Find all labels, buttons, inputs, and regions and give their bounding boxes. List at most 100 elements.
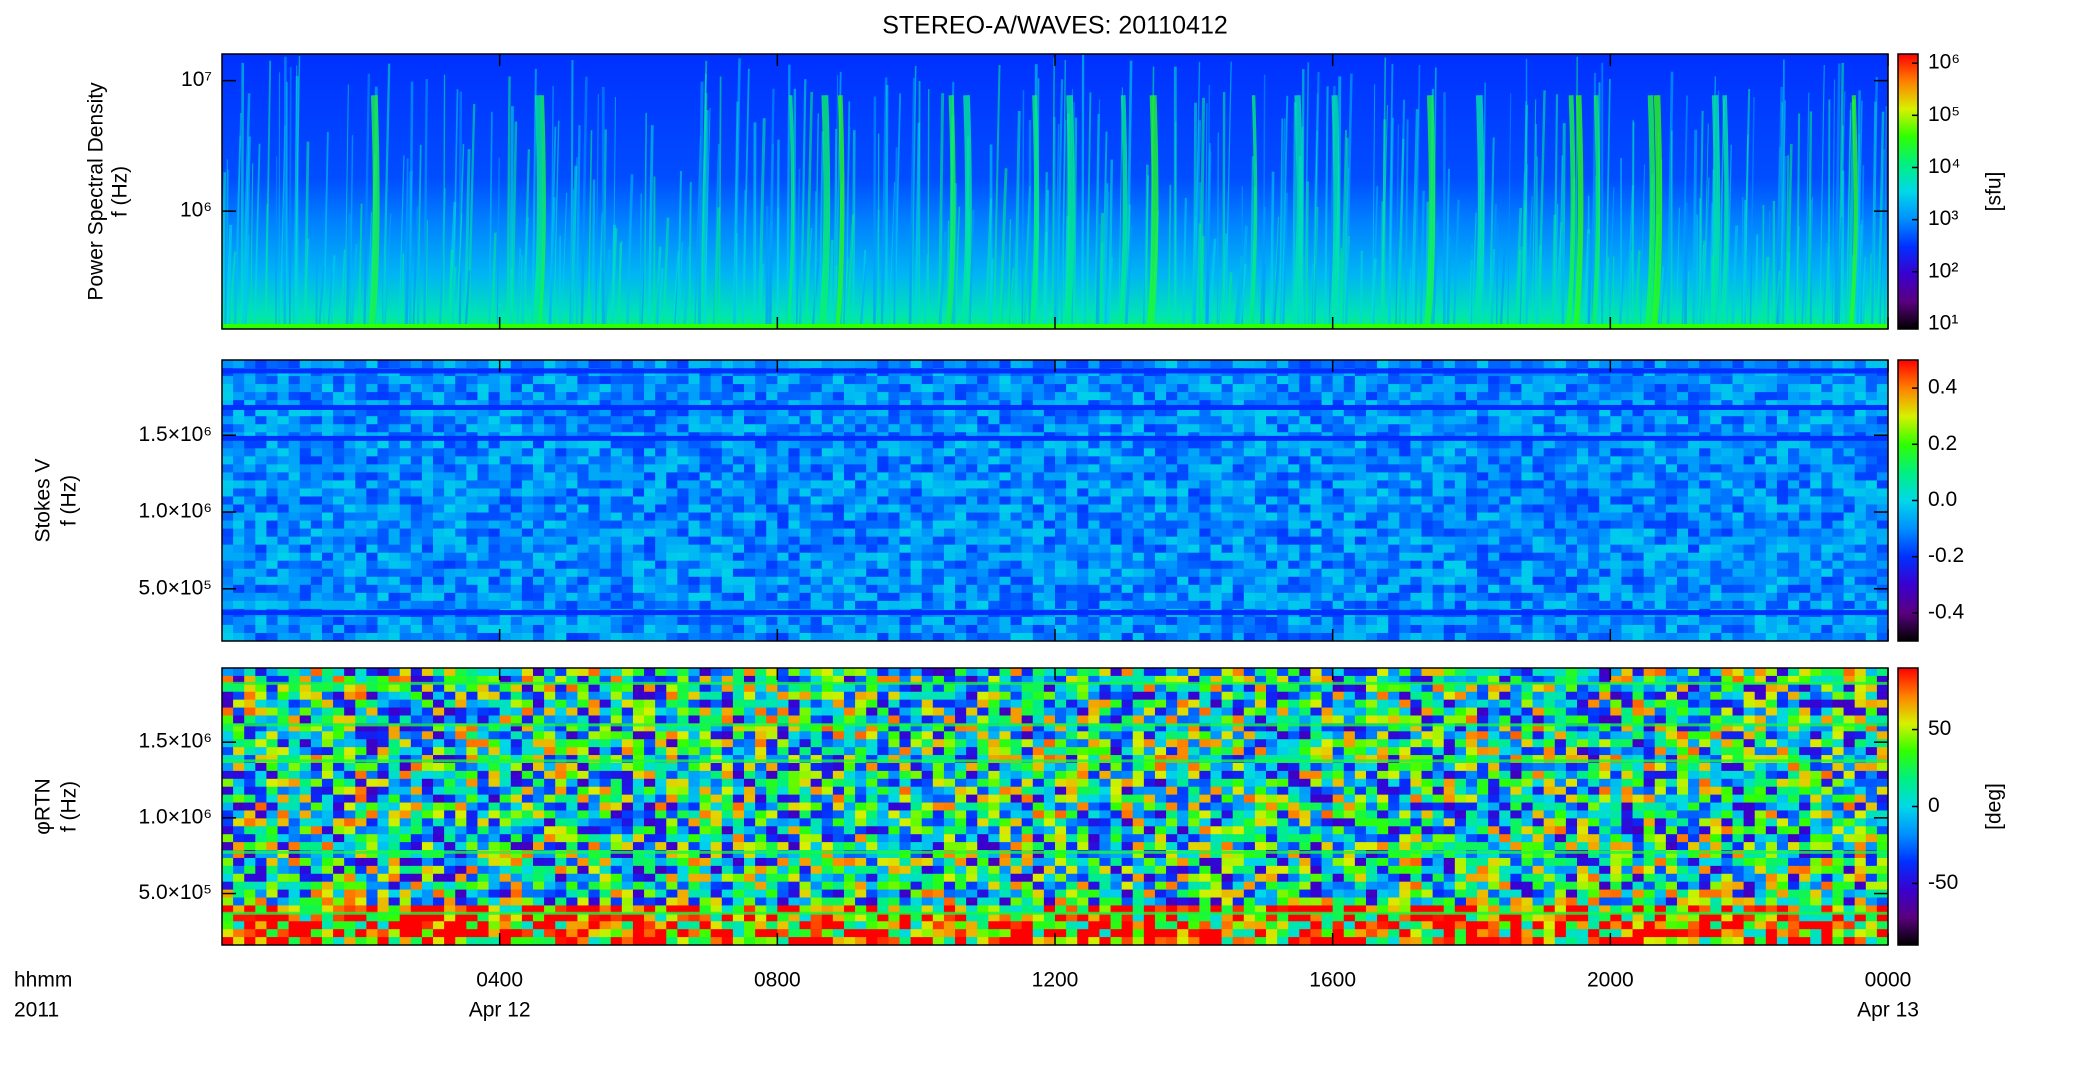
spectrogram-texture (1195, 223, 1202, 330)
spectrogram-texture (1143, 392, 1156, 401)
spectrogram-texture (1282, 192, 1288, 330)
spectrogram-texture (1697, 244, 1705, 330)
spectrogram-texture (843, 440, 856, 449)
spectrogram-texture (577, 560, 590, 570)
spectrogram-texture (1410, 536, 1423, 546)
spectrogram-texture (1154, 624, 1167, 634)
spectrogram-texture (477, 552, 490, 562)
spectrogram-texture (1488, 552, 1500, 562)
spectrogram-texture (222, 472, 234, 481)
spectrogram-texture (1610, 480, 1622, 489)
spectrogram-texture (310, 376, 323, 385)
spectrogram-texture (1043, 480, 1056, 489)
spectrogram-texture (222, 616, 234, 626)
spectrogram-texture (732, 600, 745, 610)
spectrogram-texture (955, 400, 967, 409)
spectrogram-texture (632, 376, 645, 385)
spectrogram-texture (510, 440, 523, 449)
spectrogram-texture (755, 568, 767, 578)
spectrogram-texture (1510, 424, 1522, 433)
spectrogram-texture (599, 408, 612, 417)
spectrogram-texture (1299, 544, 1311, 554)
spectrogram-texture (1521, 472, 1534, 481)
spectrogram-texture (655, 440, 667, 449)
spectrogram-texture (1410, 376, 1423, 385)
spectrogram-texture (788, 512, 801, 522)
spectrogram-texture (644, 360, 656, 369)
spectrogram-texture (977, 488, 989, 497)
spectrogram-texture (299, 552, 312, 562)
spectrogram-texture (1210, 592, 1223, 602)
spectrogram-texture (1543, 392, 1556, 401)
spectrogram-texture (555, 384, 567, 393)
spectrogram-texture (499, 584, 512, 594)
spectrogram-texture (1414, 64, 1421, 330)
spectrogram-texture (1132, 456, 1145, 465)
spectrogram-texture (1465, 504, 1478, 514)
spectrogram-texture (455, 600, 467, 610)
spectrogram-texture (521, 544, 534, 554)
spectrogram-texture (1388, 600, 1400, 610)
spectrogram-texture (1465, 472, 1478, 481)
spectrogram-texture (266, 560, 279, 570)
spectrogram-texture (367, 95, 380, 330)
spectrogram-texture (222, 392, 234, 401)
spectrogram-texture (1188, 536, 1200, 546)
spectrogram-texture (400, 253, 405, 330)
spectrogram-texture (1032, 456, 1045, 465)
spectrogram-texture (1410, 384, 1423, 393)
spectrogram-texture (555, 624, 567, 634)
spectrogram-texture (1399, 376, 1411, 385)
spectrogram-texture (1343, 528, 1356, 538)
spectrogram-texture (677, 576, 689, 586)
spectrogram-texture (744, 632, 756, 642)
spectrogram-texture (977, 408, 989, 417)
spectrogram-texture (1399, 384, 1411, 393)
spectrogram-texture (321, 376, 334, 385)
spectrogram-texture (1266, 512, 1278, 522)
spectrogram-texture (910, 624, 923, 634)
spectrogram-texture (888, 624, 901, 634)
spectrogram-texture (321, 544, 334, 554)
spectrogram-texture (288, 552, 301, 562)
spectrogram-texture (1154, 568, 1167, 578)
spectrogram-texture (1110, 504, 1123, 514)
spectrogram-texture (1521, 360, 1534, 369)
spectrogram-texture (1321, 584, 1334, 594)
spectrogram-texture (1588, 552, 1600, 562)
spectrogram-texture (333, 592, 345, 602)
spectrogram-texture (288, 456, 301, 465)
spectrogram-texture (710, 448, 723, 457)
spectrogram-texture (1177, 480, 1189, 489)
spectrogram-texture (310, 456, 323, 465)
spectrogram-texture (510, 544, 523, 554)
spectrogram-texture (555, 552, 567, 562)
spectrogram-texture (452, 89, 459, 330)
spectrogram-texture (1410, 408, 1423, 417)
spectrogram-texture (1010, 560, 1023, 570)
spectrogram-texture (699, 416, 712, 425)
spectrogram-texture (1465, 600, 1478, 610)
spectrogram-texture (1365, 392, 1378, 401)
spectrogram-texture (610, 504, 623, 514)
spectrogram-texture (843, 400, 856, 409)
spectrogram-texture (1431, 221, 1439, 330)
spectrogram-texture (321, 464, 334, 473)
spectrogram-texture (1443, 616, 1456, 626)
spectrogram-texture (777, 568, 789, 578)
spectrogram-texture (1343, 520, 1356, 530)
spectrogram-texture (677, 504, 689, 514)
spectrogram-texture (1321, 616, 1334, 626)
spectrogram-texture (1243, 480, 1256, 489)
spectrogram-texture (1465, 592, 1478, 602)
spectrogram-texture (610, 424, 623, 433)
spectrogram-texture (1610, 408, 1622, 417)
spectrogram-texture (1554, 400, 1567, 409)
spectrogram-texture (1010, 552, 1023, 562)
spectrogram-texture (1588, 392, 1600, 401)
spectrogram-texture (355, 560, 367, 570)
spectrogram-texture (1532, 488, 1545, 497)
spectrogram-texture (1354, 384, 1367, 393)
spectrogram-texture (855, 360, 867, 369)
spectrogram-texture (988, 456, 1000, 465)
